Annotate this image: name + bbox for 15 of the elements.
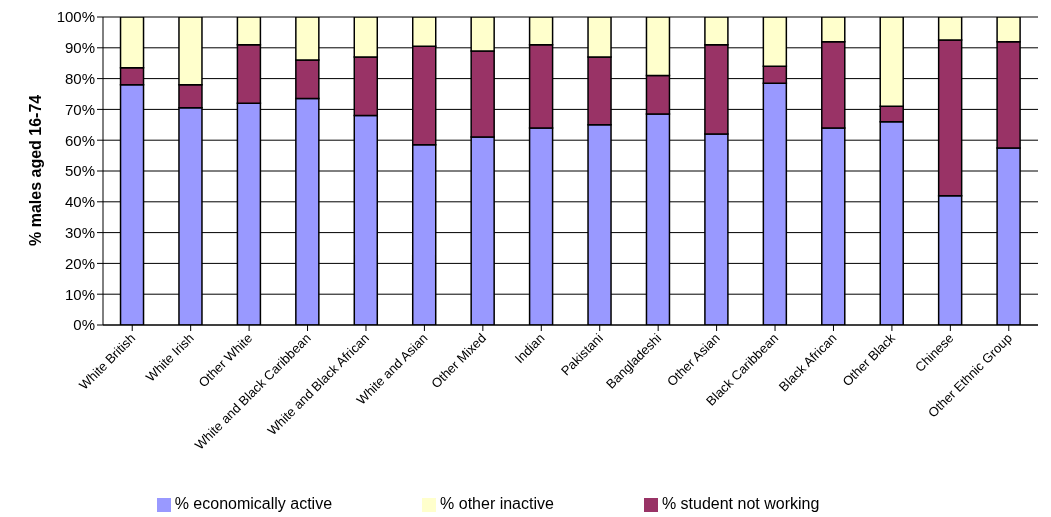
y-axis-title: % males aged 16-74	[26, 94, 44, 246]
y-tick-label: 90%	[64, 39, 95, 57]
legend-label: % other inactive	[440, 495, 554, 512]
y-tick-label: 70%	[64, 100, 95, 118]
y-tick-label: 20%	[64, 254, 95, 272]
y-tick-label: 0%	[73, 316, 95, 334]
y-tick-label: 40%	[64, 193, 95, 211]
legend-label: % economically active	[174, 495, 333, 512]
y-tick-label: 60%	[64, 131, 95, 149]
y-tick-label: 10%	[64, 285, 95, 303]
legend-label: % student not working	[661, 495, 820, 512]
y-tick-label: 50%	[64, 162, 95, 180]
y-tick-label: 100%	[56, 8, 95, 26]
y-tick-label: 80%	[64, 69, 95, 87]
y-tick-label: 30%	[64, 223, 95, 241]
